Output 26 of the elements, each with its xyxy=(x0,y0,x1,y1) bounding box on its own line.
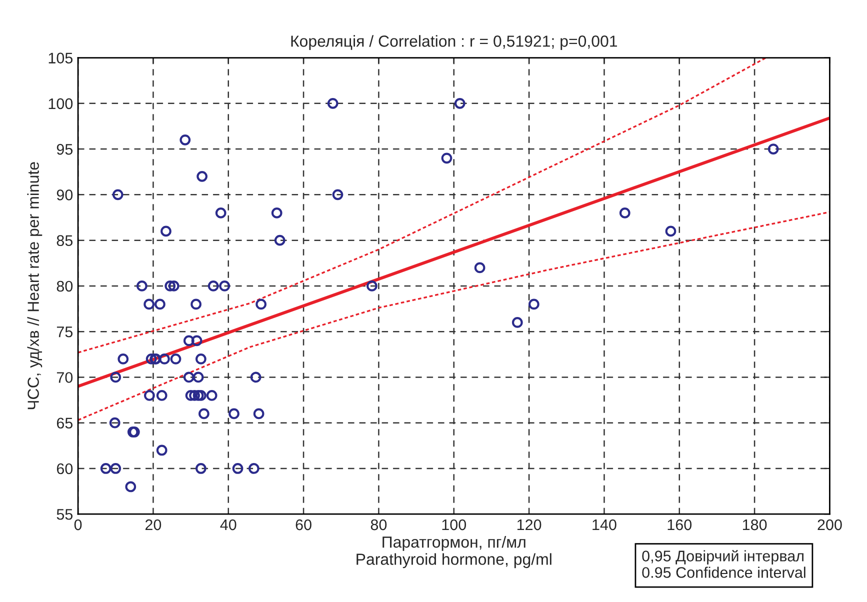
x-tick-label: 0 xyxy=(74,519,82,530)
x-tick-label: 160 xyxy=(668,519,692,530)
y-tick-label: 85 xyxy=(56,235,73,246)
y-tick-label: 105 xyxy=(48,52,73,64)
x-tick-label: 200 xyxy=(818,519,842,530)
chart-title: Кореляція / Correlation : r = 0,51921; p=0,001 xyxy=(291,35,617,50)
x-tick-label: 180 xyxy=(742,519,767,530)
y-axis-title: ЧСС, уд/хв // Heart rate per minute xyxy=(27,162,42,410)
x-tick-label: 100 xyxy=(442,519,466,530)
x-tick-label: 60 xyxy=(296,519,312,530)
y-tick-label: 75 xyxy=(56,326,73,338)
text: 0,95 Довірчий інтервал 0.95 Confidence interval xyxy=(642,550,806,578)
x-tick-label: 40 xyxy=(220,519,236,530)
y-tick-label: 70 xyxy=(56,372,73,383)
y-tick-label: 90 xyxy=(56,190,73,200)
x-tick-label: 120 xyxy=(517,519,542,530)
y-tick-label: 65 xyxy=(56,418,73,429)
x-tick-label: 140 xyxy=(592,519,616,530)
y-tick-label: 60 xyxy=(56,463,73,474)
x-tick-label: 80 xyxy=(370,519,387,530)
y-tick-label: 55 xyxy=(56,509,73,520)
y-tick-label: 100 xyxy=(48,98,73,110)
y-tick-label: 95 xyxy=(56,144,73,155)
x-axis-title: Паратгормон, пг/мл Parathyroid hormone, pg/ml xyxy=(356,536,552,568)
x-tick-label: 20 xyxy=(145,519,162,530)
y-tick-label: 80 xyxy=(56,280,73,292)
